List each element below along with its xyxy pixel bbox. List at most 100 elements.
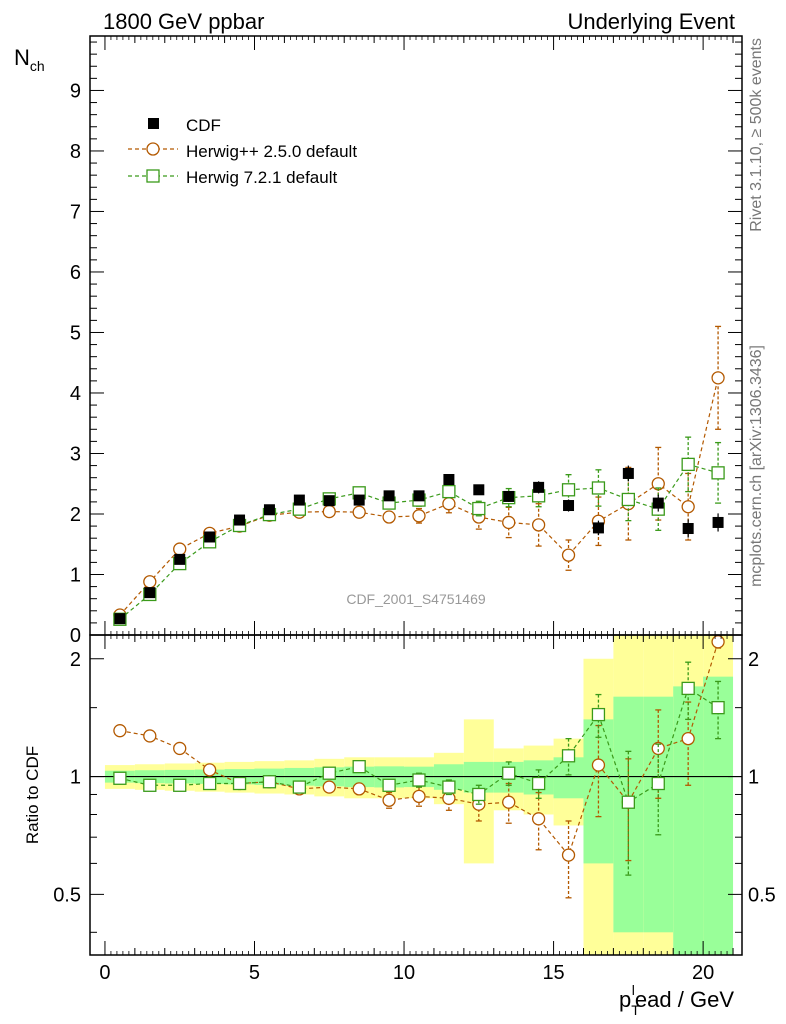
x-axis-label: pTlead / GeV xyxy=(619,982,734,1018)
x-tick-label: 5 xyxy=(249,962,260,984)
cdf-data-point xyxy=(592,522,604,534)
x-label-sub: T xyxy=(631,1002,640,1018)
herwig7-ratio-point xyxy=(472,787,486,802)
ratio-y-tick-label-left: 1 xyxy=(70,767,81,789)
cdf-data-point xyxy=(293,494,305,506)
herwigpp-main-point xyxy=(173,542,187,556)
herwigpp-ratio-point xyxy=(202,763,217,777)
legend-herwigpp-label: Herwig++ 2.5.0 default xyxy=(186,142,357,161)
herwig7-main-point xyxy=(591,481,606,495)
herwig7-ratio-point xyxy=(591,707,606,722)
herwig7-ratio-point xyxy=(262,775,277,789)
herwig7-ratio-point xyxy=(621,795,635,809)
x-tick-label: 10 xyxy=(393,962,415,984)
cdf-data-point xyxy=(114,613,126,625)
herwig7-main-point xyxy=(621,492,635,507)
legend: CDF Herwig++ 2.5.0 default Herwig 7.2.1 … xyxy=(128,116,357,187)
herwigpp-main-point xyxy=(561,548,576,562)
herwig7-ratio-point xyxy=(232,776,247,791)
legend-herwig7-label: Herwig 7.2.1 default xyxy=(186,168,337,187)
cdf-data-point xyxy=(353,494,365,506)
herwig7-ratio-point xyxy=(382,778,396,792)
herwigpp-ratio-point xyxy=(711,635,725,649)
y-tick-label: 1 xyxy=(70,564,81,586)
rivet-label: Rivet 3.1.10, ≥ 500k events xyxy=(748,38,765,232)
y-tick-label: 9 xyxy=(70,80,81,102)
header-right-title: Underlying Event xyxy=(567,9,735,34)
main-plot-area xyxy=(113,325,725,626)
herwigpp-ratio-point xyxy=(382,793,396,807)
herwig7-ratio-point xyxy=(113,771,127,785)
ratio-y-axis-label: Ratio to CDF xyxy=(23,746,42,844)
herwig7-ratio-point xyxy=(352,760,366,774)
herwigpp-main-point xyxy=(531,518,546,532)
top-y-label-sub: ch xyxy=(30,58,45,74)
legend-herwigpp-marker xyxy=(146,142,160,156)
y-tick-label: 0 xyxy=(70,625,81,647)
plot-layer: 0 5 10 15 20 0 1 2 3 4 5 6 7 8 9 0.5 0.5 1 1 2 2 xyxy=(53,35,776,984)
x-tick-label: 15 xyxy=(542,962,564,984)
herwigpp-ratio-point xyxy=(113,724,127,738)
cdf-data-point xyxy=(533,481,545,493)
herwigpp-ratio-point xyxy=(143,729,157,743)
x-label-sup: l xyxy=(632,982,635,998)
cdf-data-point xyxy=(652,497,664,509)
herwigpp-main-point xyxy=(382,510,396,524)
cdf-data-point xyxy=(682,523,694,535)
herwigpp-main-point xyxy=(322,504,336,519)
y-tick-label: 7 xyxy=(70,201,81,223)
herwigpp-ratio-point xyxy=(681,731,695,746)
herwig7-ratio-point xyxy=(442,780,456,794)
herwig7-main-point xyxy=(711,466,725,480)
herwig7-ratio-point xyxy=(651,776,665,791)
cdf-data-point xyxy=(174,553,186,565)
cdf-data-point xyxy=(413,490,425,502)
header-left-title: 1800 GeV ppbar xyxy=(103,9,264,34)
cdf-data-point xyxy=(234,514,246,526)
herwigpp-ratio-point xyxy=(322,780,336,794)
herwig7-ratio-point xyxy=(173,778,187,792)
cdf-data-point xyxy=(383,490,395,502)
herwig7-ratio-point xyxy=(502,766,516,780)
herwig7-ratio-point xyxy=(711,701,725,715)
x-tick-label: 20 xyxy=(692,962,714,984)
herwigpp-main-point xyxy=(442,497,456,511)
legend-cdf-marker xyxy=(148,118,159,129)
y-tick-label: 4 xyxy=(70,383,81,405)
ratio-band-green xyxy=(673,686,704,955)
herwigpp-ratio-point xyxy=(352,782,366,796)
herwigpp-ratio-point xyxy=(412,789,426,804)
herwigpp-ratio-point xyxy=(531,812,546,826)
herwigpp-ratio-point xyxy=(173,741,187,756)
herwig7-ratio-point xyxy=(143,778,157,792)
top-y-label-main: N xyxy=(14,45,30,70)
herwigpp-main-line xyxy=(119,377,719,616)
x-tick-label: 0 xyxy=(99,962,110,984)
mcplots-label: mcplots.cern.ch [arXiv:1306.3436] xyxy=(748,345,765,587)
legend-herwig7-marker xyxy=(146,169,160,183)
cdf-data-point xyxy=(263,504,275,516)
herwigpp-ratio-point xyxy=(502,795,516,809)
x-label-p: p xyxy=(619,987,631,1012)
herwig7-ratio-point xyxy=(561,749,576,763)
ratio-y-tick-label-left: 0.5 xyxy=(53,884,81,906)
herwig7-ratio-point xyxy=(531,776,546,791)
cdf-data-point xyxy=(622,467,634,479)
herwigpp-main-point xyxy=(143,575,157,589)
herwig7-main-point xyxy=(472,501,486,516)
y-tick-label: 3 xyxy=(70,443,81,465)
y-tick-label: 6 xyxy=(70,262,81,284)
cdf-data-point xyxy=(204,531,216,543)
analysis-watermark: CDF_2001_S4751469 xyxy=(346,591,486,607)
cdf-data-point xyxy=(473,484,485,496)
herwigpp-main-point xyxy=(681,500,695,514)
herwig7-ratio-point xyxy=(322,766,336,780)
herwig7-ratio-point xyxy=(681,681,695,696)
y-tick-label: 8 xyxy=(70,141,81,163)
cdf-data-point xyxy=(144,587,156,599)
ratio-band-green xyxy=(553,757,584,799)
y-tick-label: 2 xyxy=(70,504,81,526)
herwigpp-main-point xyxy=(711,371,725,385)
herwigpp-main-point xyxy=(502,515,516,530)
